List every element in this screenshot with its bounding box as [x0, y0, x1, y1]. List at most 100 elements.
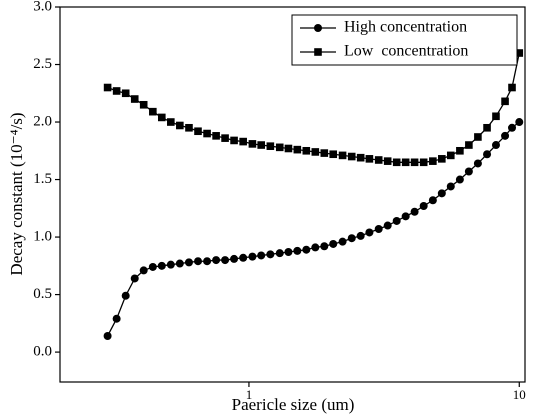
- data-point: [257, 141, 266, 149]
- data-point: [157, 261, 166, 270]
- legend-label: High concentration: [344, 19, 467, 36]
- legend-box: [291, 14, 518, 66]
- data-point: [112, 87, 121, 95]
- data-point: [275, 143, 284, 152]
- data-point: [465, 141, 473, 149]
- data-point: [419, 158, 428, 167]
- data-point: [302, 245, 311, 254]
- data-point: [248, 252, 257, 261]
- data-point: [365, 155, 374, 163]
- data-point: [112, 314, 121, 323]
- data-point: [365, 228, 374, 237]
- data-point: [410, 207, 419, 216]
- x-tick-label: 10: [513, 387, 526, 402]
- data-point: [428, 196, 437, 205]
- data-point: [148, 262, 157, 271]
- data-point: [508, 83, 516, 92]
- data-point: [374, 156, 383, 164]
- data-point: [374, 225, 383, 234]
- data-point: [508, 123, 517, 132]
- y-axis-label: Decay constant (10⁻⁴/s): [7, 112, 26, 275]
- plot-frame: [59, 6, 526, 383]
- data-point: [103, 331, 112, 340]
- x-tick-label: 1: [246, 387, 253, 402]
- data-point: [401, 212, 410, 221]
- data-point: [130, 274, 139, 283]
- y-tick-label: 2.5: [33, 56, 52, 72]
- legend-marker: [314, 48, 322, 56]
- data-point: [184, 258, 193, 267]
- data-point: [383, 221, 392, 230]
- data-point: [230, 254, 239, 263]
- data-point: [230, 136, 238, 145]
- data-point: [311, 243, 320, 252]
- data-point: [515, 118, 524, 127]
- data-point: [483, 123, 491, 132]
- data-point: [203, 257, 212, 266]
- data-point: [455, 175, 464, 184]
- data-point: [157, 113, 166, 122]
- data-point: [356, 153, 365, 162]
- series-line: [107, 52, 520, 163]
- data-point: [194, 257, 203, 266]
- y-tick-label: 1.5: [33, 171, 52, 187]
- data-point: [401, 158, 410, 167]
- data-point: [293, 145, 302, 154]
- data-point: [248, 140, 257, 148]
- data-point: [311, 148, 320, 156]
- y-tick-label: 1.0: [33, 228, 52, 244]
- data-point: [121, 89, 130, 98]
- data-point: [103, 83, 112, 92]
- data-point: [456, 146, 464, 155]
- data-point: [464, 167, 473, 176]
- data-point: [501, 131, 510, 140]
- data-point: [473, 159, 482, 168]
- data-point: [446, 182, 455, 191]
- data-point: [492, 112, 500, 121]
- data-point: [266, 250, 275, 259]
- data-point: [212, 256, 221, 265]
- data-point: [320, 242, 329, 251]
- legend-label: Low concentration: [344, 43, 468, 60]
- data-point: [203, 129, 211, 138]
- data-point: [347, 234, 356, 243]
- data-point: [194, 127, 202, 136]
- data-point: [121, 291, 130, 300]
- data-point: [383, 157, 392, 165]
- data-point: [438, 155, 446, 163]
- data-point: [392, 216, 401, 225]
- data-point: [515, 49, 524, 57]
- data-point: [175, 259, 184, 268]
- data-point: [185, 123, 193, 132]
- y-tick-label: 0.0: [33, 344, 52, 360]
- data-point: [474, 133, 482, 141]
- data-point: [176, 121, 184, 130]
- data-point: [167, 118, 175, 126]
- data-point: [501, 97, 509, 106]
- data-point: [221, 256, 230, 265]
- data-point: [293, 246, 302, 255]
- data-point: [130, 95, 139, 103]
- data-point: [266, 142, 275, 150]
- data-point: [329, 239, 338, 248]
- y-tick-label: 2.0: [33, 113, 52, 129]
- data-point: [392, 158, 401, 167]
- data-point: [239, 137, 247, 146]
- data-point: [212, 132, 220, 140]
- data-point: [356, 231, 365, 240]
- data-point: [302, 146, 311, 155]
- x-axis-label: Paericle size (um): [232, 395, 355, 414]
- data-point: [483, 150, 492, 159]
- data-point: [284, 144, 293, 153]
- data-point: [347, 152, 356, 161]
- data-point: [410, 158, 419, 167]
- data-point: [320, 149, 329, 157]
- y-tick-label: 0.5: [33, 286, 52, 302]
- data-point: [139, 100, 148, 109]
- data-point: [221, 134, 229, 142]
- data-point: [338, 151, 347, 160]
- data-point: [437, 189, 446, 198]
- data-point: [139, 266, 148, 275]
- legend-marker: [314, 24, 322, 32]
